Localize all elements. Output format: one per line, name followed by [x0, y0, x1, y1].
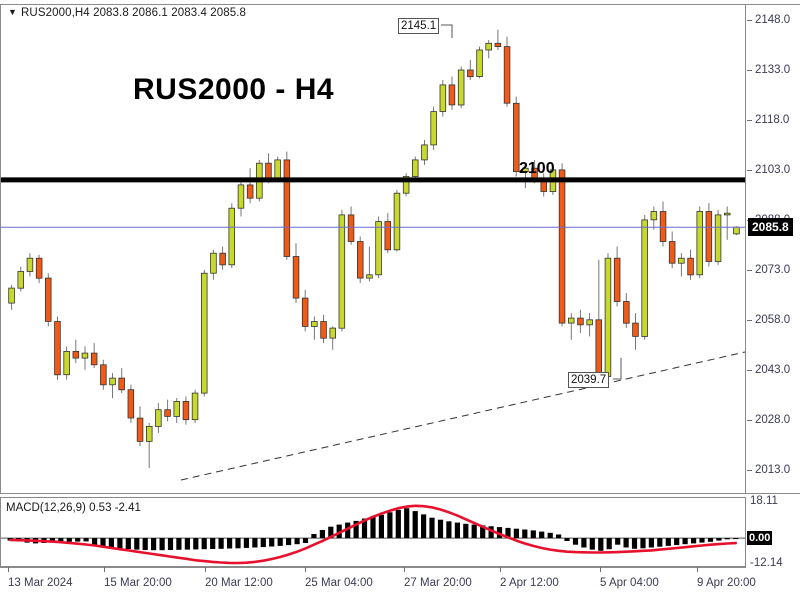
price-axis-label: 2148.0 — [755, 13, 791, 26]
time-tick — [305, 567, 306, 572]
price-tick — [747, 269, 752, 271]
time-axis-label: 13 Mar 2024 — [8, 577, 73, 589]
current-price-tag: 2085.8 — [748, 218, 793, 237]
time-axis-label: 15 Mar 20:00 — [104, 577, 172, 589]
symbol-header[interactable]: ▼ RUS2000,H4 2083.8 2086.1 2083.4 2085.8 — [8, 7, 246, 19]
price-axis-label: 2103.0 — [755, 163, 791, 176]
price-tick — [747, 69, 752, 71]
time-axis-line — [0, 567, 746, 568]
price-tick — [747, 369, 752, 371]
swing-high-label: 2145.1 — [398, 18, 440, 34]
time-tick — [404, 567, 405, 572]
price-axis-label: 2013.0 — [755, 463, 791, 476]
price-tick — [747, 169, 752, 171]
price-tick — [747, 319, 752, 321]
time-tick — [697, 567, 698, 572]
price-tick — [747, 19, 752, 21]
page-title: RUS2000 - H4 — [133, 73, 335, 106]
price-axis-label: 2028.0 — [755, 413, 791, 426]
time-axis-label: 25 Mar 04:00 — [305, 577, 373, 589]
time-tick — [600, 567, 601, 572]
price-tick — [747, 469, 752, 471]
price-axis-label: 2058.0 — [755, 313, 791, 326]
price-axis[interactable] — [746, 4, 800, 494]
price-axis-label: 2073.0 — [755, 263, 791, 276]
level-2100-label: 2100 — [519, 160, 555, 177]
symbol-header-text: RUS2000,H4 2083.8 2086.1 2083.4 2085.8 — [21, 7, 247, 19]
price-axis-label: 2133.0 — [755, 63, 791, 76]
macd-zero-tag: 0.00 — [747, 531, 773, 546]
macd-header-label: MACD(12,26,9) 0.53 -2.41 — [6, 502, 141, 514]
price-axis-label: 2043.0 — [755, 363, 791, 376]
time-tick — [8, 567, 9, 572]
time-axis-label: 27 Mar 20:00 — [404, 577, 472, 589]
time-tick — [104, 567, 105, 572]
price-chart-panel[interactable] — [0, 4, 746, 494]
time-tick — [500, 567, 501, 572]
price-axis-label: 2118.0 — [755, 113, 790, 126]
macd-axis-label: -12.14 — [750, 557, 783, 569]
price-tick — [747, 419, 752, 421]
time-tick — [205, 567, 206, 572]
time-axis[interactable]: 13 Mar 2024 15 Mar 20:00 20 Mar 12:00 25 Ma… — [0, 567, 800, 606]
time-axis-label: 9 Apr 20:00 — [697, 577, 756, 589]
collapse-triangle-icon[interactable]: ▼ — [8, 7, 18, 17]
macd-axis-label: 18.11 — [750, 495, 778, 508]
time-axis-label: 5 Apr 04:00 — [600, 577, 659, 589]
time-axis-label: 20 Mar 12:00 — [205, 577, 273, 589]
swing-low-label: 2039.7 — [568, 372, 610, 388]
time-axis-label: 2 Apr 12:00 — [500, 577, 559, 589]
price-tick — [747, 119, 752, 121]
